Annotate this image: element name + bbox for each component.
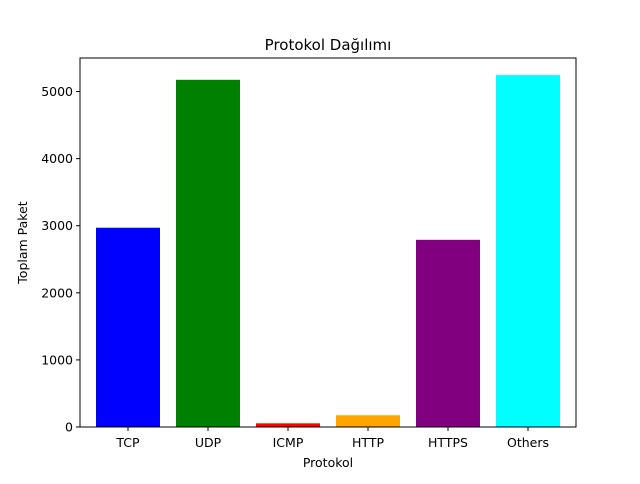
y-tick-label: 0 [65,420,73,435]
x-axis-title: Protokol [303,455,353,470]
x-tick-label: TCP [115,435,140,450]
x-tick-label: UDP [195,435,222,450]
bar-tcp [96,227,160,427]
x-tick-label: ICMP [273,435,304,450]
bar-http [336,415,400,427]
bar-udp [176,79,240,428]
x-ticks: TCP UDP ICMP HTTP HTTPS Others [115,427,549,450]
y-ticks: 0 1000 2000 3000 4000 5000 [41,84,80,435]
bar-icmp [256,423,320,427]
y-tick-label: 3000 [41,218,73,233]
x-tick-label: HTTPS [428,435,468,450]
y-axis-title: Toplam Paket [15,201,30,284]
y-tick-label: 2000 [41,285,73,300]
bar-https [416,239,480,427]
x-tick-label: Others [507,435,549,450]
axes-layer [79,57,577,428]
y-tick-label: 5000 [41,84,73,99]
x-tick-label: HTTP [352,435,384,450]
y-tick-label: 1000 [41,352,73,367]
plot-frame [79,57,577,428]
bar-others [496,75,560,427]
y-tick-label: 4000 [41,151,73,166]
bars-layer [96,75,560,428]
chart-title: Protokol Dağılımı [265,36,392,54]
